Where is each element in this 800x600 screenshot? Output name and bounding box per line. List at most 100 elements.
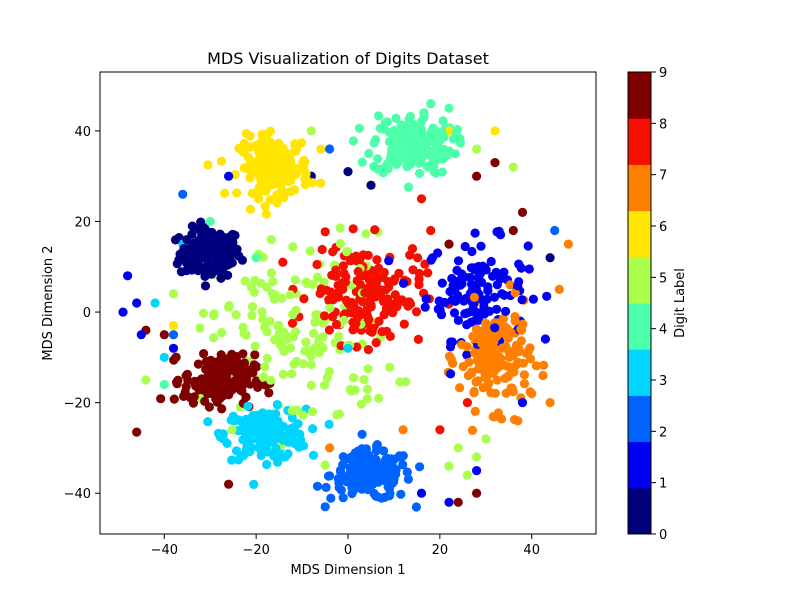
data-point-digit-3 <box>203 417 213 427</box>
data-point-digit-6 <box>219 188 230 198</box>
data-point-digit-1 <box>136 330 146 340</box>
data-point-digit-8 <box>399 319 409 329</box>
data-point-digit-8 <box>413 334 423 344</box>
colorbar-tick-label: 5 <box>659 271 667 286</box>
x-tick-label: −20 <box>242 543 269 558</box>
colorbar-segment-1 <box>628 441 651 489</box>
data-point-digit-5 <box>318 318 328 328</box>
data-point-digit-8 <box>324 325 334 335</box>
data-point-digit-0 <box>232 244 242 254</box>
data-point-digit-9 <box>173 375 183 385</box>
data-point-digit-2 <box>325 144 335 154</box>
data-point-digit-5 <box>335 223 345 233</box>
data-point-digit-1 <box>467 279 477 289</box>
colorbar-tick-label: 3 <box>659 374 667 389</box>
data-point-digit-1 <box>461 293 471 303</box>
data-point-digit-2 <box>383 473 393 483</box>
data-point-digit-8 <box>324 295 334 305</box>
data-point-digit-7 <box>538 370 548 381</box>
data-point-digit-4 <box>205 216 215 227</box>
data-point-digit-8 <box>363 345 373 355</box>
data-point-digit-5 <box>217 328 227 338</box>
data-point-digit-4 <box>387 146 397 156</box>
data-point-digit-7 <box>539 360 549 370</box>
data-point-digit-5 <box>305 246 315 256</box>
data-point-digit-2 <box>382 453 392 463</box>
x-tick-label: −40 <box>151 543 178 558</box>
data-point-digit-4 <box>455 138 466 148</box>
colorbar-tick-label: 6 <box>659 220 667 235</box>
data-point-digit-1 <box>517 295 527 305</box>
data-point-digit-8 <box>372 255 382 265</box>
data-point-digit-9 <box>508 225 518 236</box>
data-point-digit-6 <box>290 141 300 151</box>
data-point-digit-9 <box>241 392 251 402</box>
data-point-digit-4 <box>437 128 447 138</box>
x-tick-label: 0 <box>344 543 352 558</box>
data-point-digit-2 <box>372 492 382 502</box>
data-point-digit-1 <box>416 488 427 498</box>
data-point-digit-4 <box>444 103 454 113</box>
data-point-digit-2 <box>381 462 391 472</box>
data-point-digit-7 <box>554 284 564 294</box>
data-point-digit-4 <box>412 128 422 138</box>
data-point-digit-5 <box>306 351 316 361</box>
data-point-digit-8 <box>317 244 327 255</box>
y-axis: −40 −20 0 20 40 <box>64 125 100 502</box>
data-point-digit-4 <box>406 134 416 144</box>
y-tick-label: 40 <box>74 125 91 140</box>
data-point-digit-4 <box>396 120 406 130</box>
data-point-digit-3 <box>274 423 284 433</box>
data-point-digit-1 <box>499 267 509 277</box>
data-point-digit-8 <box>331 265 341 275</box>
data-point-digit-2 <box>383 482 393 492</box>
data-point-digit-7 <box>563 239 574 249</box>
data-point-digit-4 <box>438 116 448 126</box>
data-point-digit-5 <box>240 276 250 286</box>
data-point-digit-6 <box>254 183 264 193</box>
data-point-digit-8 <box>374 316 384 326</box>
data-point-digit-1 <box>444 497 454 507</box>
data-point-digit-8 <box>287 318 298 328</box>
data-point-digit-5 <box>268 277 278 287</box>
data-point-digit-0 <box>170 235 181 245</box>
data-point-digit-9 <box>221 370 232 381</box>
data-point-digit-8 <box>370 270 380 280</box>
data-point-digit-1 <box>452 265 462 275</box>
data-point-digit-5 <box>257 307 267 317</box>
data-point-digit-0 <box>179 243 189 254</box>
data-point-digit-5 <box>269 294 280 304</box>
data-point-digit-2 <box>378 446 389 456</box>
data-point-digit-1 <box>473 315 484 325</box>
data-point-digit-1 <box>514 259 524 269</box>
data-point-digit-8 <box>407 244 418 254</box>
data-point-digit-5 <box>270 335 280 345</box>
data-point-digit-9 <box>199 349 209 359</box>
data-point-digit-8 <box>372 283 382 293</box>
data-point-digit-9 <box>472 488 482 498</box>
data-point-digit-8 <box>426 225 436 236</box>
data-point-digit-7 <box>531 361 542 371</box>
colorbar-segment-7 <box>628 164 651 212</box>
data-point-digit-9 <box>223 382 233 392</box>
data-point-digit-6 <box>253 194 264 204</box>
data-point-digit-5 <box>306 359 316 370</box>
data-point-digit-8 <box>377 327 387 337</box>
data-point-digit-1 <box>523 241 533 251</box>
data-point-digit-9 <box>224 479 234 489</box>
data-point-digit-9 <box>156 394 166 404</box>
data-point-digit-9 <box>472 171 482 181</box>
colorbar-tick-label: 9 <box>659 66 667 81</box>
data-point-digit-3 <box>296 435 306 445</box>
data-point-digit-3 <box>287 413 297 423</box>
data-point-digit-8 <box>348 224 358 234</box>
data-point-digit-9 <box>244 368 254 378</box>
data-point-digit-5 <box>462 470 472 480</box>
data-point-digit-6 <box>265 195 275 205</box>
data-point-digit-2 <box>321 482 331 492</box>
data-point-digit-9 <box>490 158 500 168</box>
data-point-digit-2 <box>312 481 323 491</box>
data-point-digit-6 <box>269 140 279 150</box>
data-point-digit-1 <box>437 278 447 288</box>
data-point-digit-8 <box>319 311 330 321</box>
